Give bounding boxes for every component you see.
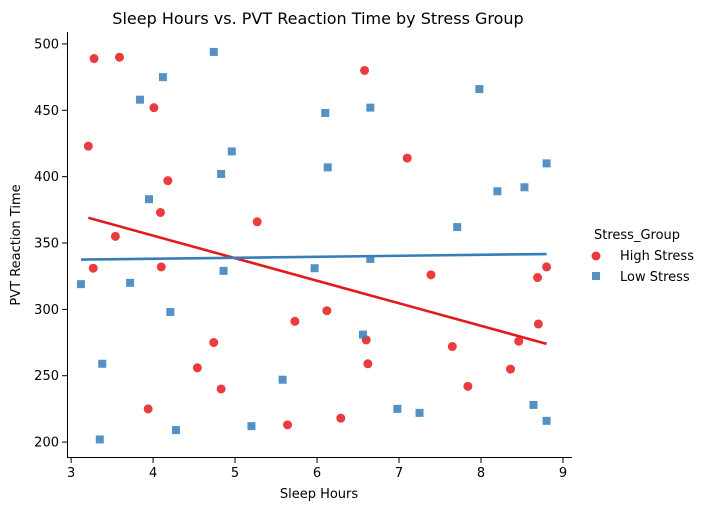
high-stress-point	[463, 381, 473, 391]
y-tick-label: 350	[34, 237, 59, 252]
x-tick-label: 3	[67, 466, 75, 481]
legend-label-high-stress: High Stress	[620, 249, 694, 264]
x-tick-label: 6	[313, 466, 321, 481]
x-tick-label: 7	[395, 466, 403, 481]
high-stress-point	[533, 319, 543, 329]
low-stress-point	[126, 278, 135, 287]
high-stress-point	[110, 231, 120, 241]
high-stress-point	[426, 270, 436, 280]
legend-marker-low-stress	[592, 272, 600, 280]
low-stress-point	[247, 422, 256, 431]
y-tick-label: 450	[34, 104, 59, 119]
low-stress-point	[366, 103, 375, 112]
regression-line-high-stress	[87, 216, 547, 346]
legend-marker-high-stress	[591, 251, 601, 261]
high-stress-point	[336, 413, 346, 423]
y-tick-label: 200	[34, 436, 59, 451]
low-stress-point	[310, 264, 319, 273]
low-stress-point	[166, 308, 175, 317]
low-stress-point	[529, 400, 538, 409]
high-stress-point	[506, 364, 516, 374]
low-stress-point	[135, 95, 144, 104]
low-stress-point	[158, 73, 167, 82]
low-stress-point	[172, 426, 181, 435]
high-stress-point	[83, 141, 93, 151]
x-tick-label: 4	[149, 466, 157, 481]
high-stress-point	[533, 273, 543, 283]
low-stress-point	[95, 435, 104, 444]
chart-title: Sleep Hours vs. PVT Reaction Time by Str…	[112, 9, 523, 28]
low-stress-point	[393, 404, 402, 413]
x-tick-label: 5	[231, 466, 239, 481]
low-stress-point	[323, 163, 332, 172]
high-stress-point	[114, 52, 124, 62]
high-stress-point	[447, 342, 457, 352]
high-stress-point	[322, 306, 332, 316]
low-stress-point	[227, 147, 236, 156]
high-stress-point	[143, 404, 153, 414]
low-stress-point	[415, 408, 424, 417]
x-tick-label: 9	[559, 466, 567, 481]
y-tick-label: 400	[34, 170, 59, 185]
high-stress-point	[283, 420, 293, 430]
low-stress-point	[493, 187, 502, 196]
high-stress-point	[192, 363, 202, 373]
low-stress-point	[219, 266, 228, 275]
high-stress-point	[209, 338, 219, 348]
high-stress-point	[216, 384, 226, 394]
legend-label-low-stress: Low Stress	[620, 270, 690, 285]
high-stress-point	[514, 336, 524, 346]
y-axis-ticks: 200 250 300 350 400 450 500	[34, 37, 67, 451]
low-stress-point	[278, 375, 287, 384]
high-stress-point	[156, 262, 166, 272]
plot-area	[76, 47, 552, 444]
series-high-stress	[83, 52, 552, 430]
low-stress-point	[542, 416, 551, 425]
high-stress-point	[89, 54, 99, 64]
low-stress-point	[76, 280, 85, 289]
x-tick-label: 8	[477, 466, 485, 481]
y-tick-label: 250	[34, 369, 59, 384]
y-axis-label: PVT Reaction Time	[9, 184, 24, 305]
low-stress-point	[144, 195, 153, 204]
low-stress-point	[453, 223, 462, 232]
x-axis-label: Sleep Hours	[280, 487, 359, 502]
low-stress-point	[358, 330, 367, 339]
y-tick-label: 500	[34, 37, 59, 52]
low-stress-point	[321, 108, 330, 117]
high-stress-point	[402, 153, 412, 163]
high-stress-point	[363, 359, 373, 369]
high-stress-point	[542, 262, 552, 272]
high-stress-point	[360, 65, 370, 75]
low-stress-point	[217, 170, 226, 178]
regression-line-low-stress	[80, 252, 547, 261]
low-stress-point	[542, 159, 551, 168]
legend: Stress_Group High Stress Low Stress	[591, 228, 694, 285]
high-stress-point	[290, 316, 300, 326]
y-tick-label: 300	[34, 303, 59, 318]
high-stress-point	[252, 217, 262, 227]
high-stress-point	[155, 207, 165, 217]
series-low-stress	[76, 47, 551, 444]
high-stress-point	[163, 176, 173, 186]
high-stress-point	[149, 103, 159, 113]
low-stress-point	[366, 254, 375, 263]
low-stress-point	[98, 359, 107, 368]
low-stress-point	[209, 47, 218, 56]
x-axis-ticks: 3 4 5 6 7 8 9	[67, 458, 567, 481]
high-stress-point	[88, 263, 98, 273]
low-stress-point	[520, 183, 529, 192]
legend-title: Stress_Group	[594, 228, 680, 243]
low-stress-point	[475, 85, 484, 94]
